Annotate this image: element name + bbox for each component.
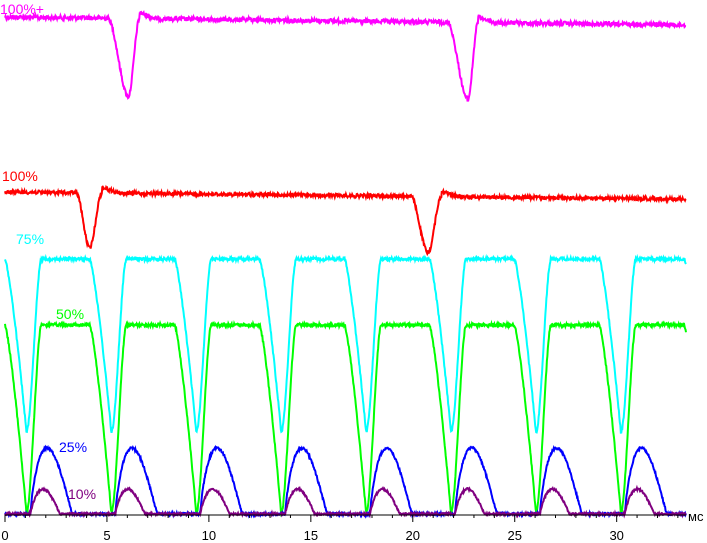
x-axis-ticks: 0 5 10 15 20 25 30	[1, 515, 679, 543]
x-tick-label: 0	[1, 528, 8, 543]
x-tick-label: 10	[202, 528, 216, 543]
x-tick-label: 15	[304, 528, 318, 543]
series-line-75pct	[4, 253, 687, 434]
series-line-25pct	[4, 444, 687, 519]
series-line-10pct	[4, 484, 687, 519]
x-tick-label: 25	[507, 528, 521, 543]
series-label-100pctplus: 100%+	[0, 1, 44, 17]
x-tick-label: 20	[406, 528, 420, 543]
series-label-75pct: 75%	[16, 231, 44, 247]
x-axis: мс	[5, 509, 704, 524]
series-line-100pct	[4, 184, 687, 257]
series-labels: 100%+ 100% 75% 50% 25% 10%	[0, 1, 96, 502]
series-label-10pct: 10%	[68, 486, 96, 502]
series-line-100pctplus	[4, 9, 687, 102]
series-line-50pct	[4, 319, 687, 518]
x-tick-label: 5	[103, 528, 110, 543]
x-tick-label: 30	[609, 528, 623, 543]
series-label-50pct: 50%	[56, 306, 84, 322]
series-label-25pct: 25%	[59, 439, 87, 455]
series-layer	[4, 9, 687, 519]
series-label-100pct: 100%	[2, 168, 38, 184]
x-axis-unit-label: мс	[688, 509, 704, 524]
